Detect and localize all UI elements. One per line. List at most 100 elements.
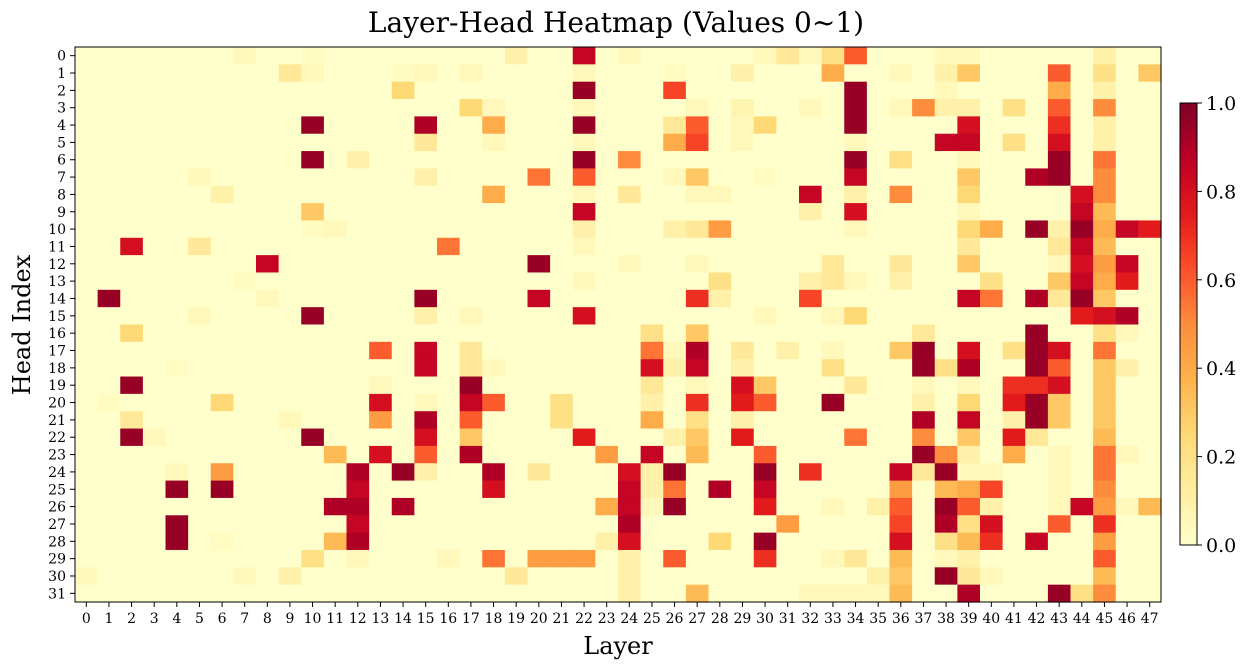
heatmap-cell: [1138, 185, 1162, 204]
heatmap-cell: [97, 549, 121, 568]
heatmap-cell: [889, 411, 913, 430]
heatmap-cell: [572, 584, 596, 603]
y-tick-label: 3: [57, 101, 66, 117]
heatmap-cell: [323, 272, 348, 291]
heatmap-cell: [1002, 116, 1026, 135]
heatmap-cell: [482, 463, 506, 482]
heatmap-cell: [980, 567, 1004, 586]
heatmap-cell: [640, 532, 664, 551]
heatmap-cell: [278, 116, 302, 135]
heatmap-cell: [437, 411, 461, 430]
heatmap-cell: [572, 532, 596, 551]
heatmap-cell: [391, 116, 415, 135]
heatmap-cell: [120, 463, 144, 482]
heatmap-cell: [233, 133, 257, 152]
heatmap-cell: [980, 324, 1004, 343]
heatmap-cell: [799, 359, 823, 378]
heatmap-cell: [278, 289, 302, 308]
heatmap-cell: [1138, 64, 1162, 83]
heatmap-cell: [731, 359, 755, 378]
heatmap-cell: [1115, 255, 1139, 274]
heatmap-cell: [618, 393, 642, 412]
heatmap-cell: [957, 428, 981, 447]
heatmap-cell: [527, 515, 551, 534]
heatmap-cell: [618, 64, 642, 83]
heatmap-cell: [120, 116, 144, 135]
heatmap-cell: [980, 463, 1004, 482]
heatmap-cell: [120, 411, 144, 430]
heatmap-cell: [1047, 411, 1072, 430]
heatmap-cell: [889, 289, 913, 308]
heatmap-cell: [912, 584, 936, 603]
heatmap-cell: [595, 376, 619, 395]
heatmap-cell: [799, 81, 823, 100]
heatmap-cell: [753, 203, 777, 222]
heatmap-cell: [97, 341, 121, 360]
heatmap-cell: [301, 324, 325, 343]
heatmap-cell: [799, 480, 823, 499]
heatmap-cell: [1070, 324, 1094, 343]
heatmap-cell: [142, 237, 167, 256]
heatmap-cell: [527, 289, 551, 308]
heatmap-cell: [731, 411, 755, 430]
heatmap-cell: [414, 324, 438, 343]
heatmap-cell: [369, 64, 393, 83]
heatmap-cell: [482, 289, 506, 308]
heatmap-cell: [142, 480, 167, 499]
heatmap-cell: [437, 567, 461, 586]
heatmap-cell: [1025, 324, 1049, 343]
heatmap-cell: [708, 411, 732, 430]
heatmap-cell: [844, 567, 868, 586]
heatmap-cell: [1002, 47, 1026, 65]
heatmap-cell: [414, 237, 438, 256]
heatmap-cell: [731, 549, 755, 568]
heatmap-cell: [1047, 47, 1072, 65]
heatmap-cell: [1070, 393, 1094, 412]
heatmap-cell: [188, 272, 212, 291]
heatmap-cell: [685, 480, 710, 499]
heatmap-cell: [75, 220, 99, 239]
heatmap-cell: [957, 393, 981, 412]
heatmap-cell: [323, 584, 348, 603]
heatmap-cell: [776, 289, 800, 308]
heatmap-cell: [323, 549, 348, 568]
heatmap-cell: [278, 428, 302, 447]
heatmap-cell: [934, 359, 958, 378]
heatmap-cell: [753, 463, 777, 482]
heatmap-cell: [1047, 220, 1072, 239]
heatmap-cell: [550, 116, 574, 135]
heatmap-cell: [256, 341, 280, 360]
heatmap-cell: [504, 307, 529, 326]
heatmap-cell: [980, 220, 1004, 239]
heatmap-cell: [142, 445, 167, 464]
heatmap-cell: [165, 203, 189, 222]
heatmap-cell: [188, 99, 212, 117]
heatmap-cell: [527, 567, 551, 586]
heatmap-cell: [821, 359, 845, 378]
heatmap-cell: [821, 255, 845, 274]
heatmap-cell: [346, 463, 370, 482]
heatmap-cell: [527, 272, 551, 291]
heatmap-cell: [527, 393, 551, 412]
heatmap-cell: [165, 151, 189, 169]
heatmap-cell: [369, 185, 393, 204]
heatmap-cell: [233, 463, 257, 482]
heatmap-cell: [323, 133, 348, 152]
heatmap-cell: [1025, 445, 1049, 464]
heatmap-cell: [1070, 515, 1094, 534]
x-tick-label: 21: [553, 611, 571, 627]
heatmap-cell: [527, 99, 551, 117]
heatmap-cell: [256, 133, 280, 152]
heatmap-cell: [821, 428, 845, 447]
heatmap-cell: [685, 151, 710, 169]
y-tick-label: 21: [48, 413, 66, 429]
heatmap-cell: [1070, 203, 1094, 222]
y-tick-label: 12: [48, 257, 66, 273]
heatmap-cell: [685, 428, 710, 447]
heatmap-cell: [685, 237, 710, 256]
heatmap-cell: [957, 116, 981, 135]
heatmap-cell: [980, 532, 1004, 551]
heatmap-cell: [301, 549, 325, 568]
heatmap-cell: [142, 359, 167, 378]
heatmap-cell: [142, 99, 167, 117]
